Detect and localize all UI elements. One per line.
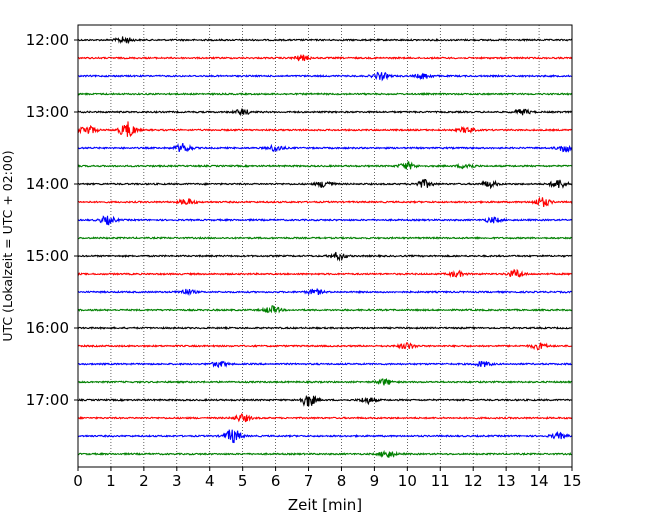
trace-1530 [77, 287, 573, 297]
x-axis-label: Zeit [min] [288, 496, 362, 514]
trace-1200 [77, 36, 573, 45]
x-tick-label: 8 [337, 472, 347, 490]
x-tick-label: 7 [304, 472, 314, 490]
trace-1600 [77, 325, 573, 331]
trace-1745 [77, 449, 573, 458]
trace-1515 [77, 268, 573, 278]
x-tick-label: 1 [106, 472, 116, 490]
trace-1230 [77, 71, 573, 82]
x-tick-label: 6 [271, 472, 281, 490]
trace-1645 [77, 378, 573, 386]
trace-1430 [77, 215, 573, 226]
x-tick-label: 2 [139, 472, 149, 490]
trace-1300 [77, 107, 573, 117]
trace-1415 [77, 196, 573, 208]
plot-frame [77, 24, 573, 468]
x-tick-label: 13 [497, 472, 516, 490]
y-tick-label: 15:00 [26, 247, 69, 265]
y-tick-label: 17:00 [26, 391, 69, 409]
seismic-traces [77, 36, 573, 458]
x-tick-label: 0 [73, 472, 83, 490]
x-tick-label: 10 [398, 472, 417, 490]
y-tick-label: 12:00 [26, 31, 69, 49]
trace-1445 [77, 235, 573, 240]
trace-1715 [77, 413, 573, 423]
x-tick-label: 11 [431, 472, 450, 490]
trace-1730 [77, 429, 573, 444]
x-tick-label: 15 [562, 472, 581, 490]
y-axis-label: UTC (Lokalzeit = UTC + 02:00) [0, 150, 15, 341]
y-axis: 12:00 13:00 14:00 15:00 16:00 17:00 [26, 31, 78, 409]
x-tick-label: 9 [370, 472, 380, 490]
trace-1615 [77, 342, 573, 351]
trace-1330 [77, 142, 573, 153]
y-tick-label: 14:00 [26, 175, 69, 193]
x-tick-label: 5 [238, 472, 248, 490]
trace-1345 [77, 161, 573, 170]
trace-1700 [77, 394, 573, 407]
trace-1545 [77, 305, 573, 314]
y-tick-label: 13:00 [26, 103, 69, 121]
x-tick-label: 12 [464, 472, 483, 490]
trace-1315 [77, 121, 573, 138]
trace-1500 [77, 251, 573, 262]
trace-1630 [77, 360, 573, 369]
x-tick-label: 4 [205, 472, 215, 490]
trace-1245 [77, 92, 573, 96]
x-tick-label: 3 [172, 472, 182, 490]
x-tick-label: 14 [530, 472, 549, 490]
x-axis: 0 1 2 3 4 5 6 7 8 9 10 11 12 13 14 15 [73, 467, 582, 490]
trace-1215 [77, 54, 573, 62]
y-tick-label: 16:00 [26, 319, 69, 337]
trace-1400 [77, 178, 573, 190]
